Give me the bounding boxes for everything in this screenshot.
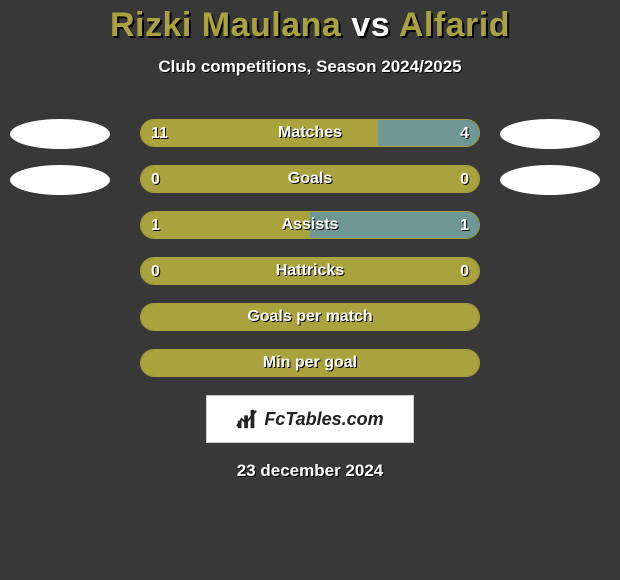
stat-bar-left-fill	[141, 304, 479, 330]
stat-value-right: 0	[460, 166, 469, 193]
subtitle: Club competitions, Season 2024/2025	[0, 57, 620, 77]
stat-value-left: 0	[151, 166, 160, 193]
player-badge-left	[10, 165, 110, 195]
stat-bar: 00Hattricks	[140, 257, 480, 285]
player-badge-right	[500, 119, 600, 149]
stat-value-left: 0	[151, 258, 160, 285]
stat-bar-left-fill	[141, 166, 479, 192]
title-player-left: Rizki Maulana	[110, 6, 341, 44]
stat-bar: Min per goal	[140, 349, 480, 377]
stat-value-right: 0	[460, 258, 469, 285]
stat-row: 00Hattricks	[0, 257, 620, 285]
title-separator: vs	[351, 6, 390, 44]
footer-date: 23 december 2024	[0, 461, 620, 481]
stat-value-right: 1	[460, 212, 469, 239]
stat-bar-left-fill	[141, 120, 378, 146]
brand-badge: FcTables.com	[206, 395, 414, 443]
player-badge-right	[500, 165, 600, 195]
comparison-chart: 114Matches00Goals11Assists00HattricksGoa…	[0, 119, 620, 377]
brand-name: FcTables.com	[264, 409, 383, 430]
page-title: Rizki Maulana vs Alfarid	[0, 6, 620, 45]
stat-bar-left-fill	[141, 258, 479, 284]
title-player-right: Alfarid	[399, 6, 510, 44]
player-badge-left	[10, 119, 110, 149]
stat-value-left: 11	[151, 120, 168, 147]
stat-bar: 00Goals	[140, 165, 480, 193]
stat-value-left: 1	[151, 212, 160, 239]
stat-row: 11Assists	[0, 211, 620, 239]
stat-row: Goals per match	[0, 303, 620, 331]
stat-bar-left-fill	[141, 212, 310, 238]
stat-bar-left-fill	[141, 350, 479, 376]
bar-chart-icon	[236, 408, 258, 430]
stat-value-right: 4	[460, 120, 469, 147]
infographic-root: Rizki Maulana vs Alfarid Club competitio…	[0, 0, 620, 580]
stat-row: 00Goals	[0, 165, 620, 193]
stat-bar-right-fill	[310, 212, 479, 238]
stat-bar: Goals per match	[140, 303, 480, 331]
stat-bar: 11Assists	[140, 211, 480, 239]
stat-row: 114Matches	[0, 119, 620, 147]
stat-bar: 114Matches	[140, 119, 480, 147]
stat-row: Min per goal	[0, 349, 620, 377]
